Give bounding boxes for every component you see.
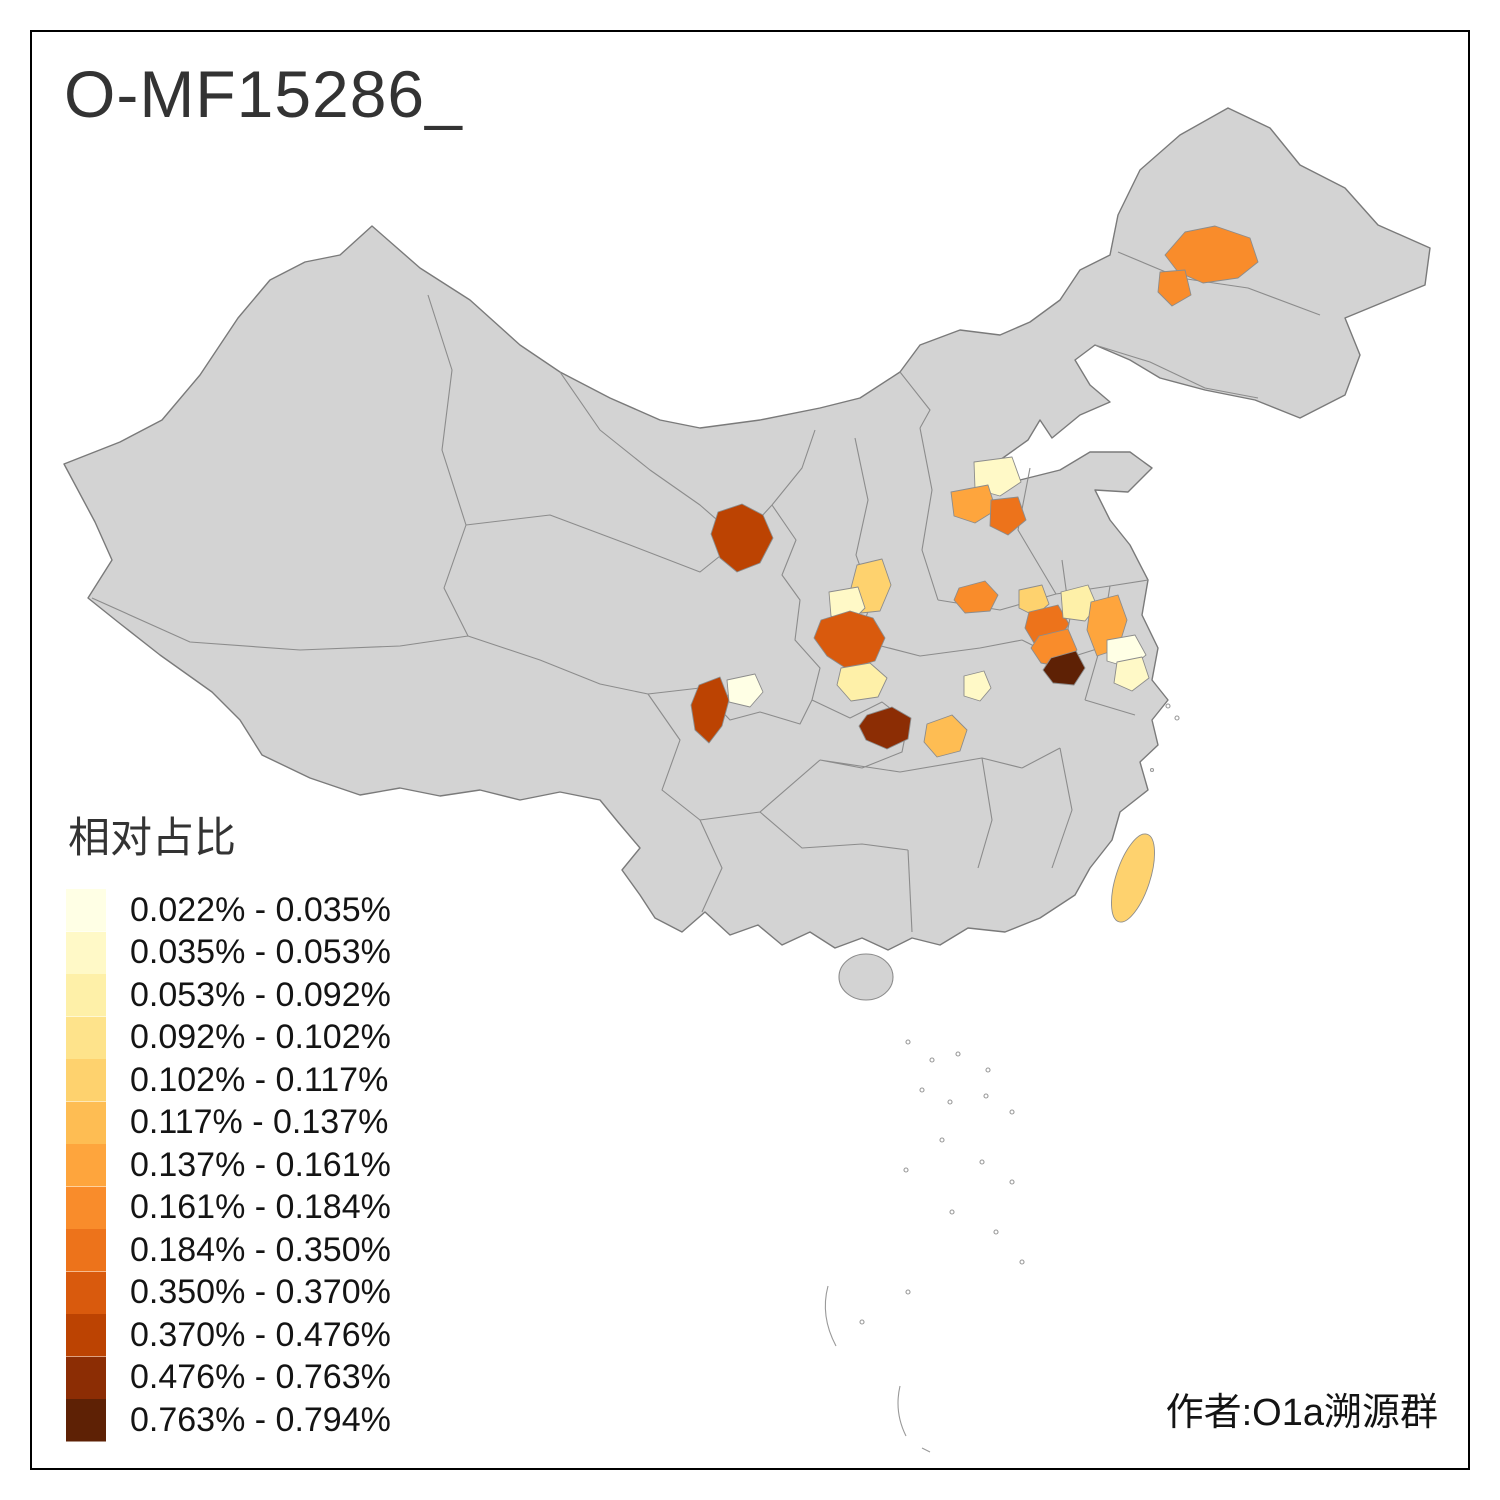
legend-item: 0.350% - 0.370% [66,1271,391,1314]
legend-label: 0.350% - 0.370% [130,1273,391,1312]
legend-item: 0.161% - 0.184% [66,1186,391,1229]
taiwan-island [1111,833,1155,923]
highlight-region [858,706,912,750]
south-sea-islets [824,703,1180,1453]
highlight-region [1042,650,1086,686]
legend-item: 0.102% - 0.117% [66,1059,391,1102]
legend-label: 0.763% - 0.794% [130,1400,391,1439]
legend-label: 0.092% - 0.102% [130,1018,391,1057]
legend-swatch [66,1314,106,1357]
legend-label: 0.035% - 0.053% [130,933,391,972]
highlight-region [953,580,999,614]
legend-item: 0.053% - 0.092% [66,974,391,1017]
legend-item: 0.092% - 0.102% [66,1016,391,1059]
highlight-region [989,496,1027,536]
highlight-region [1157,269,1192,307]
legend-item: 0.035% - 0.053% [66,931,391,974]
legend-label: 0.117% - 0.137% [130,1103,389,1142]
legend-swatch [66,931,106,974]
legend-swatch [66,889,106,932]
highlight-region [726,673,764,708]
legend-swatch [66,1271,106,1314]
legend-swatch [66,1186,106,1229]
legend-label: 0.022% - 0.035% [130,890,391,929]
page-title: O-MF15286_ [64,57,463,131]
legend-swatch [66,1101,106,1144]
highlight-region [690,676,730,744]
legend-swatch [66,1016,106,1059]
highlight-region [1113,656,1150,692]
legend-label: 0.161% - 0.184% [130,1188,391,1227]
legend-label: 0.370% - 0.476% [130,1315,391,1354]
legend-swatch [66,974,106,1017]
legend-title: 相对占比 [68,814,237,861]
legend-swatch [66,1356,106,1399]
legend-swatch [66,1059,106,1102]
legend-item: 0.137% - 0.161% [66,1144,391,1187]
legend-item: 0.763% - 0.794% [66,1399,391,1442]
highlight-region [813,610,886,670]
legend-item: 0.476% - 0.763% [66,1356,391,1399]
legend-swatch [66,1144,106,1187]
legend-label: 0.184% - 0.350% [130,1230,391,1269]
legend-swatch [66,1229,106,1272]
highlight-region [923,714,968,758]
legend-label: 0.102% - 0.117% [130,1060,389,1099]
legend: 相对占比 0.022% - 0.035% 0.035% - 0.053% 0.0… [66,804,391,1442]
highlight-region [950,484,997,524]
highlight-region [710,503,774,573]
legend-item: 0.022% - 0.035% [66,889,391,932]
legend-label: 0.137% - 0.161% [130,1145,391,1184]
legend-swatch [66,1399,106,1442]
highlight-region [836,662,888,702]
legend-label: 0.476% - 0.763% [130,1358,391,1397]
hainan-island [838,953,894,1001]
author-credit: 作者:O1a溯源群 [1165,1392,1438,1434]
legend-label: 0.053% - 0.092% [130,975,391,1014]
legend-item: 0.117% - 0.137% [66,1101,391,1144]
legend-item: 0.370% - 0.476% [66,1314,391,1357]
legend-item: 0.184% - 0.350% [66,1229,391,1272]
highlight-region [963,670,992,702]
